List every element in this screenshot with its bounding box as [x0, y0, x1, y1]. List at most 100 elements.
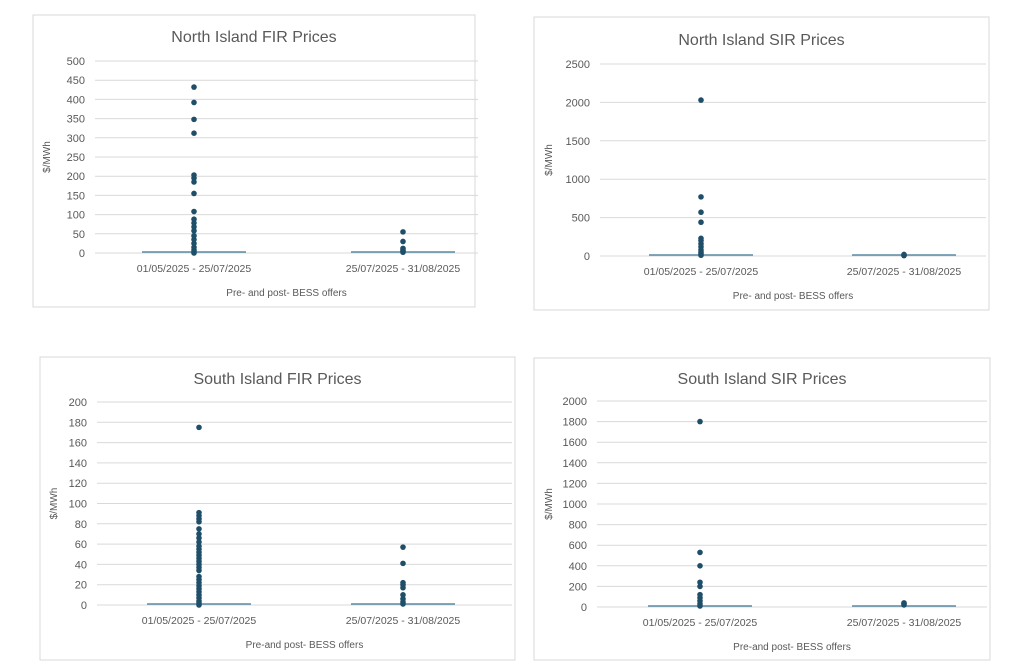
y-tick-label: 1200: [563, 478, 587, 490]
y-axis-label: $/MWh: [544, 144, 555, 176]
y-tick-label: 350: [67, 114, 85, 126]
y-tick-label: 100: [67, 210, 85, 222]
y-tick-label: 500: [572, 213, 590, 225]
x-axis-label: Pre- and post- BESS offers: [733, 291, 853, 302]
data-point: [901, 252, 907, 259]
data-point: [196, 567, 202, 574]
chart-title: South Island FIR Prices: [193, 371, 361, 388]
y-tick-label: 2000: [563, 396, 587, 408]
chart-panel: North Island SIR Prices 0 500 1000 1500 2000 2…: [533, 16, 990, 311]
y-tick-label: 200: [69, 397, 87, 409]
y-tick-label: 40: [75, 559, 87, 571]
x-category-label: 25/07/2025 - 31/08/2025: [847, 617, 962, 629]
data-point: [400, 592, 406, 598]
x-category-label: 01/05/2025 - 25/07/2025: [142, 615, 257, 627]
data-point: [191, 236, 197, 243]
y-tick-label: 100: [69, 499, 87, 511]
data-point: [191, 220, 197, 226]
y-tick-label: 120: [69, 478, 87, 490]
data-point: [697, 563, 703, 569]
data-point: [698, 209, 704, 216]
x-axis-label: Pre-and post- BESS offers: [246, 640, 364, 651]
data-point: [697, 418, 703, 425]
y-tick-label: 1000: [566, 174, 590, 186]
y-tick-label: 200: [569, 581, 587, 593]
data-point: [400, 584, 406, 591]
y-axis-label: $/MWh: [49, 488, 60, 520]
y-tick-label: 1800: [563, 417, 587, 429]
x-category-label: 25/07/2025 - 31/08/2025: [847, 266, 962, 278]
chart-title: South Island SIR Prices: [678, 371, 847, 388]
data-point: [191, 179, 197, 185]
data-point: [196, 518, 202, 525]
data-point: [191, 99, 197, 106]
data-point: [697, 579, 703, 586]
data-point: [901, 602, 907, 608]
data-point: [698, 97, 704, 103]
data-point: [196, 539, 202, 545]
x-category-label: 25/07/2025 - 31/08/2025: [346, 615, 461, 627]
y-axis-label: $/MWh: [42, 141, 53, 173]
y-tick-label: 160: [69, 438, 87, 450]
y-tick-label: 1500: [566, 136, 590, 148]
y-tick-label: 1000: [563, 499, 587, 511]
data-point: [196, 531, 202, 537]
y-tick-label: 450: [67, 75, 85, 87]
chart-border: [39, 356, 516, 661]
y-tick-label: 400: [67, 94, 85, 106]
chart-panel: South Island FIR Prices 0 20 40 60 80 100 120 14…: [39, 356, 516, 661]
x-category-label: 01/05/2025 - 25/07/2025: [643, 617, 758, 629]
data-point: [698, 252, 704, 259]
data-point: [400, 229, 406, 235]
data-point: [400, 560, 406, 567]
y-tick-label: 80: [75, 519, 87, 531]
data-point: [196, 535, 202, 541]
data-point: [191, 175, 197, 181]
chart-panel: South Island SIR Prices 0 200 400 600 800 1000…: [533, 357, 991, 661]
data-point: [196, 424, 202, 431]
data-point: [191, 250, 197, 256]
data-point: [196, 602, 202, 608]
chart-border: [32, 14, 476, 308]
chart-panel: North Island FIR Prices 0 50 100 150 200 250 30…: [32, 14, 478, 308]
y-tick-label: 0: [584, 251, 590, 263]
x-axis-label: Pre- and post- BESS offers: [226, 288, 346, 299]
data-point: [698, 194, 704, 200]
y-tick-label: 0: [581, 602, 587, 614]
y-tick-label: 60: [75, 539, 87, 551]
chart-border: [533, 357, 991, 661]
y-tick-label: 200: [67, 171, 85, 183]
y-tick-label: 20: [75, 580, 87, 592]
data-point: [400, 544, 406, 550]
data-point: [697, 583, 703, 590]
y-tick-label: 500: [67, 56, 85, 68]
y-tick-label: 2500: [566, 59, 590, 71]
data-point: [191, 224, 197, 230]
y-tick-label: 2000: [566, 97, 590, 109]
y-tick-label: 400: [569, 561, 587, 573]
data-point: [698, 219, 704, 226]
chart-border: [533, 16, 990, 311]
y-axis-label: $/MWh: [544, 488, 555, 520]
data-point: [191, 208, 197, 215]
y-tick-label: 250: [67, 152, 85, 164]
chart-title: North Island SIR Prices: [678, 32, 844, 49]
x-category-label: 25/07/2025 - 31/08/2025: [346, 263, 461, 275]
x-category-label: 01/05/2025 - 25/07/2025: [644, 266, 759, 278]
data-point: [191, 232, 197, 239]
y-tick-label: 0: [81, 600, 87, 612]
y-tick-label: 800: [569, 520, 587, 532]
y-tick-label: 180: [69, 417, 87, 429]
data-point: [191, 130, 197, 136]
x-category-label: 01/05/2025 - 25/07/2025: [137, 263, 252, 275]
y-tick-label: 140: [69, 458, 87, 470]
x-axis-label: Pre-and post- BESS offers: [733, 642, 851, 653]
chart-title: North Island FIR Prices: [171, 29, 336, 46]
data-point: [196, 526, 202, 532]
data-point: [400, 249, 406, 256]
y-tick-label: 1400: [563, 458, 587, 470]
y-tick-label: 50: [73, 229, 85, 241]
data-point: [191, 216, 197, 223]
data-point: [191, 190, 197, 197]
